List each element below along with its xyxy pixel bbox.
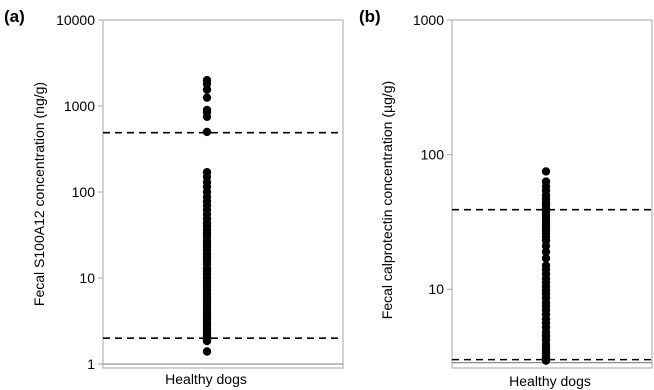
panel-b-points xyxy=(541,167,551,365)
panel-b-y-ticks: 10 100 1000 xyxy=(413,12,452,297)
panel-a-y-tick-label: 100 xyxy=(72,184,96,200)
panel-b: (b) 10 100 1000 Fecal calprotectin concent… xyxy=(359,7,653,389)
panel-a-y-tick-label: 1 xyxy=(87,356,95,372)
panel-b-plot-frame xyxy=(451,19,653,369)
panel-b-x-category-label: Healthy dogs xyxy=(509,373,591,389)
panel-a-data-point xyxy=(202,93,212,102)
panel-a-data-point xyxy=(202,336,212,346)
panel-a-data-point xyxy=(202,347,212,356)
panel-b-data-point xyxy=(541,167,551,176)
panel-a: (a) 1 10 100 1000 10000 Fecal S100A12 concen… xyxy=(4,7,344,387)
panel-a-y-tick-label: 10 xyxy=(79,270,95,286)
panel-a-data-point xyxy=(202,127,212,137)
panel-b-reference-lines xyxy=(452,208,652,364)
panel-b-data-point xyxy=(541,356,551,365)
panel-a-reference-lines xyxy=(103,131,343,365)
panel-a-y-axis-title: Fecal S100A12 concentration (ng/g) xyxy=(31,82,47,306)
panel-a-y-tick-label: 1000 xyxy=(64,98,95,114)
panel-b-data-point xyxy=(541,247,551,256)
panel-a-data-point xyxy=(202,112,212,121)
panel-b-y-tick-label: 1000 xyxy=(413,12,444,28)
panel-b-y-axis-title: Fecal calprotectin concentration (µg/g) xyxy=(379,81,395,319)
panel-b-y-tick-label: 100 xyxy=(421,147,445,163)
panel-b-data-point xyxy=(541,254,551,263)
panel-a-points xyxy=(202,75,212,356)
panel-b-data-point xyxy=(541,241,551,251)
panel-a-y-tick-label: 10000 xyxy=(56,12,95,28)
panel-a-data-point xyxy=(202,85,212,94)
panel-a-y-ticks: 1 10 100 1000 10000 xyxy=(56,12,103,372)
panel-b-y-tick-label: 10 xyxy=(428,281,444,297)
panel-a-x-category-label: Healthy dogs xyxy=(165,371,247,387)
panel-b-label: (b) xyxy=(359,7,381,26)
panel-a-label: (a) xyxy=(4,7,25,26)
panel-a-plot-frame xyxy=(102,19,344,369)
